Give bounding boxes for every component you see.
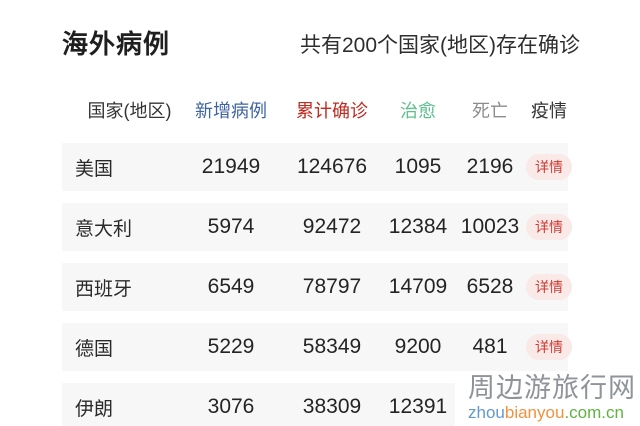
watermark-url-part: .com.cn [564, 403, 624, 422]
column-header-cured: 治愈 [400, 101, 436, 121]
country-name: 意大利 [75, 218, 133, 240]
column-header-deaths: 死亡 [472, 101, 508, 121]
new-cases-value: 6549 [207, 275, 255, 298]
deaths-value: 10023 [460, 215, 520, 238]
detail-button[interactable]: 详情 [526, 334, 572, 360]
country-name: 美国 [75, 158, 114, 180]
table-body: 美国 21949 124676 1095 2196 详情 意大利 5974 92… [62, 143, 572, 426]
table-row: 德国 5229 58349 9200 481 详情 [62, 323, 572, 371]
watermark-site-name: 周边游旅行网 [468, 373, 636, 403]
confirmed-value: 92472 [302, 215, 362, 238]
new-cases-value: 21949 [201, 155, 261, 178]
confirmed-value: 38309 [302, 395, 362, 418]
detail-button[interactable]: 详情 [526, 154, 572, 180]
country-name: 西班牙 [75, 278, 133, 300]
table-row: 美国 21949 124676 1095 2196 详情 [62, 143, 572, 191]
cured-value: 9200 [394, 335, 442, 358]
detail-button[interactable]: 详情 [526, 274, 572, 300]
detail-button[interactable]: 详情 [526, 214, 572, 240]
country-name: 德国 [75, 338, 114, 360]
cured-value: 12391 [388, 395, 448, 418]
watermark-url-part: bianyou [504, 403, 565, 422]
table-row: 西班牙 6549 78797 14709 6528 详情 [62, 263, 572, 311]
confirmed-value: 78797 [302, 275, 362, 298]
detail-cell: 详情 [526, 274, 572, 300]
cured-value: 14709 [388, 275, 448, 298]
deaths-value: 2196 [466, 155, 514, 178]
cured-value: 12384 [388, 215, 448, 238]
detail-cell: 详情 [526, 334, 572, 360]
new-cases-value: 3076 [207, 395, 255, 418]
watermark-url-part: zhou [468, 403, 505, 422]
table-row: 意大利 5974 92472 12384 10023 详情 [62, 203, 572, 251]
cured-value: 1095 [394, 155, 442, 178]
detail-cell: 详情 [526, 154, 572, 180]
watermark: 周边游旅行网 zhoubianyou.com.cn [455, 371, 640, 426]
column-header-detail: 疫情 [531, 101, 567, 121]
confirmed-value: 58349 [302, 335, 362, 358]
new-cases-value: 5974 [207, 215, 255, 238]
column-header-country: 国家(地区) [87, 101, 172, 121]
table-header-row: 国家(地区) 新增病例 累计确诊 治愈 死亡 疫情 [62, 94, 568, 126]
column-header-new-cases: 新增病例 [195, 101, 267, 121]
watermark-site-url: zhoubianyou.com.cn [468, 404, 640, 421]
detail-cell: 详情 [526, 214, 572, 240]
deaths-value: 6528 [466, 275, 514, 298]
column-header-confirmed: 累计确诊 [296, 101, 368, 121]
page-title: 海外病例 [62, 29, 171, 59]
country-name: 伊朗 [75, 398, 114, 420]
deaths-value: 481 [472, 335, 508, 358]
confirmed-value: 124676 [296, 155, 368, 178]
new-cases-value: 5229 [207, 335, 255, 358]
page-subtitle: 共有200个国家(地区)存在确诊 [300, 34, 581, 57]
